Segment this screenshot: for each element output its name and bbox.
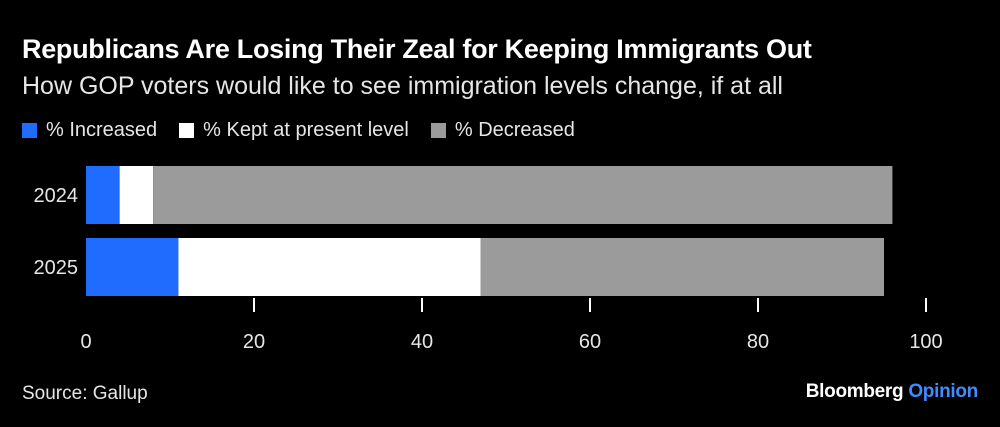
x-tick-label-40: 40 <box>411 331 433 353</box>
x-tick-label-80: 80 <box>747 331 769 353</box>
brand-accent: Opinion <box>908 381 978 402</box>
chart-subtitle: How GOP voters would like to see immigra… <box>22 72 783 100</box>
x-tick-label-100: 100 <box>909 331 942 353</box>
legend-swatch-kept <box>179 123 195 138</box>
bar-2025-increased <box>86 238 179 296</box>
legend-label-kept: % Kept at present level <box>203 119 409 141</box>
category-label-2025: 2025 <box>34 257 79 279</box>
legend-item-decreased: % Decreased <box>430 119 575 142</box>
stacked-bar-chart: 2024 2025 0 20 40 60 80 100 <box>34 166 943 353</box>
legend-item-kept: % Kept at present level <box>179 119 409 142</box>
bar-2024-kept <box>119 166 154 224</box>
brand-main: Bloomberg <box>805 381 904 402</box>
legend-label-increased: % Increased <box>46 119 158 141</box>
legend: % Increased % Kept at present level % De… <box>22 119 597 142</box>
legend-swatch-decreased <box>430 123 446 138</box>
bar-2024-decreased <box>153 166 893 224</box>
bar-2025-decreased <box>480 238 884 296</box>
bar-2024-increased <box>86 166 120 224</box>
category-label-2024: 2024 <box>34 185 79 207</box>
legend-swatch-increased <box>22 123 37 138</box>
legend-item-increased: % Increased <box>22 119 157 142</box>
legend-label-decreased: % Decreased <box>454 119 575 141</box>
x-tick-label-0: 0 <box>80 331 91 353</box>
chart-title: Republicans Are Losing Their Zeal for Ke… <box>22 34 812 64</box>
bar-2025-kept <box>178 238 481 296</box>
source-note: Source: Gallup <box>22 383 148 404</box>
x-tick-label-20: 20 <box>243 331 265 353</box>
brand-logo: Bloomberg Opinion <box>805 381 979 403</box>
x-tick-label-60: 60 <box>579 331 601 353</box>
